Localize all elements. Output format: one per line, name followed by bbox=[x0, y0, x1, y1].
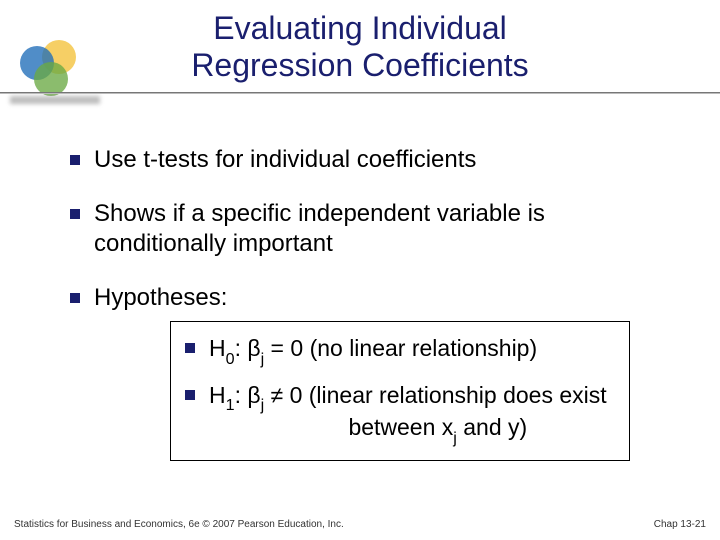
bullet-text: Shows if a specific independent variable… bbox=[94, 199, 670, 259]
h1-sub: 1 bbox=[226, 396, 235, 414]
footer-right: Chap 13-21 bbox=[654, 519, 706, 530]
h1-beta: : β bbox=[235, 382, 261, 408]
h1-rest: ≠ 0 (linear relationship does exist bbox=[264, 382, 606, 408]
h1-line2-j: j bbox=[453, 429, 457, 447]
bullet-item: Hypotheses: bbox=[70, 283, 670, 313]
h1-text: H1: βj ≠ 0 (linear relationship does exi… bbox=[209, 381, 607, 446]
bullet-text: Use t-tests for individual coefficients bbox=[94, 145, 476, 175]
bullet-square-icon bbox=[70, 209, 80, 219]
logo-circle-green bbox=[34, 62, 68, 96]
footer-left: Statistics for Business and Economics, 6… bbox=[14, 519, 344, 530]
bullet-square-icon bbox=[70, 293, 80, 303]
h0-text: H0: βj = 0 (no linear relationship) bbox=[209, 334, 537, 367]
h0-h: H bbox=[209, 335, 226, 361]
title-underline bbox=[0, 92, 720, 94]
header: Evaluating Individual Regression Coeffic… bbox=[0, 0, 720, 100]
h1-line2: between xj and y) bbox=[209, 413, 607, 446]
h0-sub: 0 bbox=[226, 350, 235, 368]
slide-title: Evaluating Individual Regression Coeffic… bbox=[0, 10, 720, 84]
hypothesis-h0: H0: βj = 0 (no linear relationship) bbox=[185, 334, 615, 367]
hypothesis-h1: H1: βj ≠ 0 (linear relationship does exi… bbox=[185, 381, 615, 446]
title-line-2: Regression Coefficients bbox=[191, 47, 528, 83]
logo-shadow bbox=[10, 96, 100, 104]
bullet-text: Hypotheses: bbox=[94, 283, 227, 313]
bullet-item: Use t-tests for individual coefficients bbox=[70, 145, 670, 175]
h1-line2a: between x bbox=[348, 414, 453, 440]
footer: Statistics for Business and Economics, 6… bbox=[14, 519, 706, 530]
h1-h: H bbox=[209, 382, 226, 408]
bullet-item: Shows if a specific independent variable… bbox=[70, 199, 670, 259]
bullet-square-icon bbox=[70, 155, 80, 165]
h0-rest: = 0 (no linear relationship) bbox=[264, 335, 537, 361]
h1-j: j bbox=[261, 396, 265, 414]
title-line-1: Evaluating Individual bbox=[213, 10, 507, 46]
logo-circles bbox=[20, 40, 88, 95]
content-area: Use t-tests for individual coefficients … bbox=[0, 100, 720, 461]
h0-beta: : β bbox=[235, 335, 261, 361]
bullet-square-icon bbox=[185, 343, 195, 353]
bullet-square-icon bbox=[185, 390, 195, 400]
h0-j: j bbox=[261, 350, 265, 368]
hypotheses-box: H0: βj = 0 (no linear relationship) H1: … bbox=[170, 321, 630, 461]
h1-line2b: and y) bbox=[457, 414, 527, 440]
